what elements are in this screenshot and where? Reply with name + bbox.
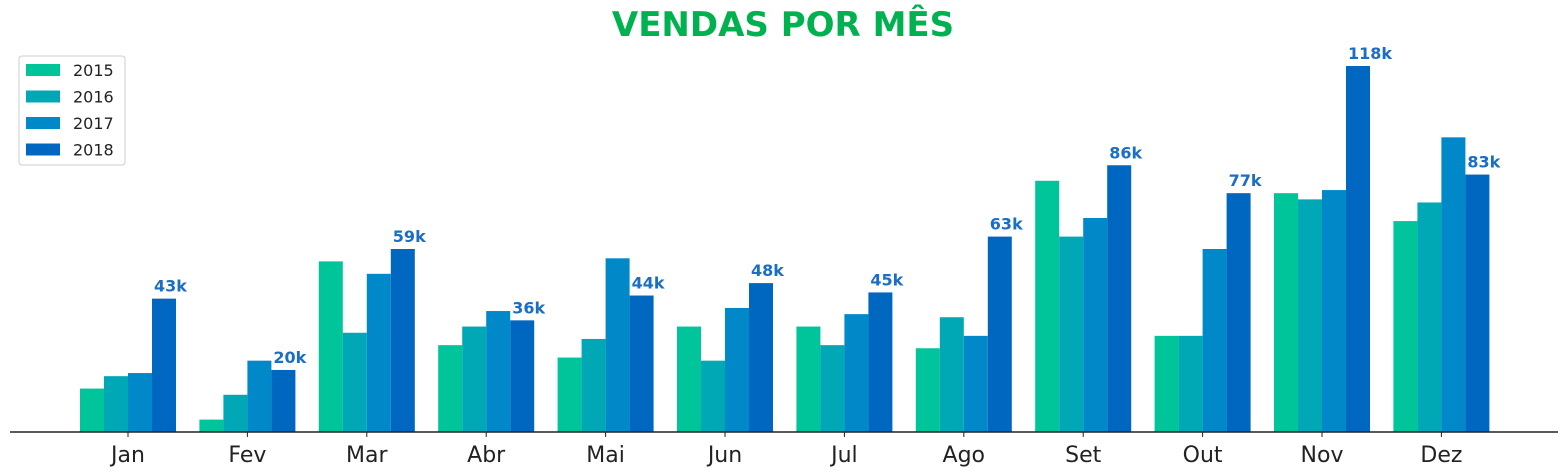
legend-swatch-2016 [26,90,60,103]
bar-mai-2015 [557,357,582,432]
bar-mar-2015 [318,261,343,432]
x-tick-label-fev: Fev [228,443,266,468]
bar-out-2017 [1202,249,1227,432]
bar-out-2018 [1226,193,1251,432]
bar-ago-2017 [963,335,988,432]
bar-mai-2018 [629,295,654,432]
x-tick-label-out: Out [1183,443,1223,468]
bar-abr-2016 [462,326,487,432]
bar-jul-2017 [844,314,869,432]
legend-label-2016: 2016 [73,88,114,107]
bar-jun-2016 [701,360,725,432]
bar-dez-2015 [1393,221,1418,432]
bar-fev-2017 [247,360,272,432]
bar-mar-2017 [366,273,391,432]
x-tick-label-mai: Mai [586,443,625,468]
x-tick-labels: Jan Fev Mar Abr Mai Jun Jul Ago Set Out Nov Dez [109,432,1462,468]
bar-ago-2016 [939,317,964,432]
x-tick-label-jul: Jul [829,443,858,468]
legend-label-2015: 2015 [73,61,114,80]
bar-jul-2018 [868,292,893,432]
bar-set-2017 [1083,217,1108,432]
x-tick-label-mar: Mar [346,443,388,468]
bar-dez-2017 [1441,137,1466,432]
bar-jan-2016 [104,376,128,432]
bar-dez-2016 [1417,202,1442,432]
x-tick-label-nov: Nov [1301,443,1344,468]
data-label-dez: 83k [1467,153,1500,172]
bar-jul-2016 [820,345,845,432]
bar-nov-2016 [1298,199,1322,432]
bar-set-2015 [1035,180,1060,432]
x-tick-label-jan: Jan [109,443,145,468]
bar-ago-2015 [915,348,940,432]
bar-nov-2017 [1322,190,1346,432]
legend-swatch-2015 [26,64,60,76]
bar-jun-2017 [725,307,749,432]
legend-swatch-2017 [26,117,60,129]
bar-fev-2015 [199,419,224,432]
bar-fev-2016 [223,394,248,432]
x-tick-label-abr: Abr [467,443,506,468]
x-tick-label-ago: Ago [943,443,985,468]
bar-jan-2015 [80,388,104,432]
data-label-mai: 44k [632,274,665,293]
bar-abr-2018 [510,320,535,432]
bar-jul-2015 [796,326,821,432]
bar-out-2016 [1178,335,1203,432]
data-label-jun: 48k [751,261,784,280]
bar-fev-2018 [271,369,296,432]
bar-set-2018 [1107,165,1132,432]
bar-ago-2018 [987,236,1012,432]
x-tick-label-set: Set [1065,443,1102,468]
data-label-jul: 45k [870,270,903,289]
data-label-jan: 43k [154,277,187,296]
legend-label-2018: 2018 [73,141,114,160]
bar-abr-2015 [438,345,463,432]
bar-nov-2018 [1346,66,1370,432]
bar-mar-2018 [390,249,415,432]
bar-out-2015 [1154,335,1179,432]
bar-dez-2018 [1465,174,1490,432]
data-labels-group: 43k 20k 59k 36k 44k 48k 45k 63k 86k 77k 118k 83k [154,44,1501,367]
data-label-abr: 36k [512,298,545,317]
legend-label-2017: 2017 [73,114,114,133]
bar-mar-2016 [342,332,367,432]
legend: 2015 2016 2017 2018 [18,55,126,166]
bar-mai-2017 [605,258,630,432]
bar-jun-2015 [677,326,701,432]
bar-mai-2016 [581,338,606,432]
bars-group [80,66,1490,432]
x-tick-label-jun: Jun [706,443,742,468]
legend-frame [18,55,126,166]
bar-set-2016 [1059,236,1084,432]
legend-swatch-2018 [26,143,60,156]
chart-title: VENDAS POR MÊS [612,4,954,45]
data-label-ago: 63k [990,215,1023,234]
data-label-mar: 59k [393,227,426,246]
bar-abr-2017 [486,311,511,432]
bar-nov-2015 [1274,193,1298,432]
bar-jan-2017 [128,373,152,432]
bar-jan-2018 [152,298,176,432]
data-label-set: 86k [1109,143,1142,162]
bar-jun-2018 [749,283,773,432]
data-label-fev: 20k [273,348,306,367]
data-label-nov: 118k [1348,44,1392,63]
x-tick-label-dez: Dez [1420,443,1462,468]
data-label-out: 77k [1229,171,1262,190]
